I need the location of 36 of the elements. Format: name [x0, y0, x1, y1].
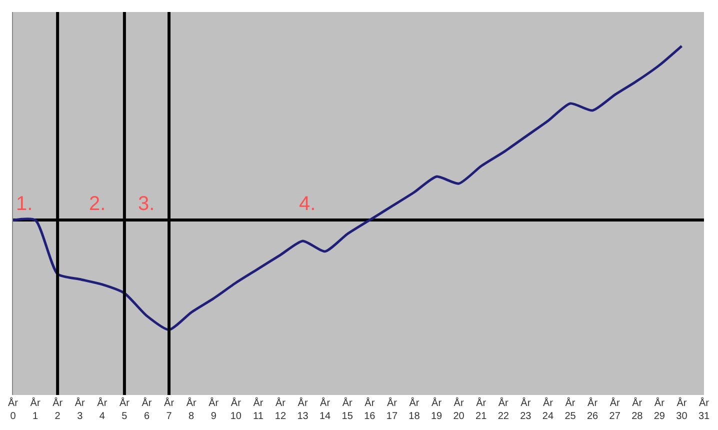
x-tick-label: År 11: [252, 397, 264, 422]
annotation: 1.: [16, 193, 33, 215]
x-tick-label: År 23: [520, 397, 532, 422]
x-tick-label: År 9: [208, 397, 220, 422]
x-tick-label: År 21: [476, 397, 488, 422]
x-tick-label: År 10: [230, 397, 242, 422]
x-tick-label: År 1: [30, 397, 41, 422]
annotation: 2.: [89, 193, 106, 215]
x-tick-label: År 0: [8, 397, 19, 422]
x-tick-label: År 25: [564, 397, 576, 422]
x-tick-label: År 20: [453, 397, 465, 422]
x-tick-label: År 27: [609, 397, 621, 422]
x-tick-label: År 8: [186, 397, 197, 422]
x-tick-label: År 31: [698, 397, 710, 422]
x-tick-label: År 22: [498, 397, 510, 422]
x-tick-label: År 28: [632, 397, 644, 422]
x-tick-label: År 15: [342, 397, 354, 422]
x-tick-label: År 29: [654, 397, 666, 422]
x-tick-label: År 30: [676, 397, 688, 422]
x-tick-label: År 13: [297, 397, 309, 422]
x-tick-label: År 17: [386, 397, 398, 422]
x-tick-label: År 16: [364, 397, 376, 422]
x-tick-label: År 3: [74, 397, 86, 422]
x-tick-label: År 4: [97, 397, 108, 422]
x-tick-label: År 19: [430, 397, 443, 422]
x-tick-label: År 26: [586, 397, 599, 422]
x-tick-label: År 5: [119, 397, 130, 422]
x-tick-label: År 12: [274, 397, 286, 422]
x-tick-label: År 7: [164, 397, 175, 422]
annotation: 4.: [299, 193, 316, 215]
x-tick-label: År 18: [408, 397, 420, 422]
x-tick-label: År 2: [52, 397, 64, 422]
x-tick-label: År 24: [542, 397, 554, 422]
annotation: 3.: [138, 193, 155, 215]
x-tick-label: År 6: [142, 397, 152, 422]
x-tick-label: År 14: [319, 397, 332, 422]
